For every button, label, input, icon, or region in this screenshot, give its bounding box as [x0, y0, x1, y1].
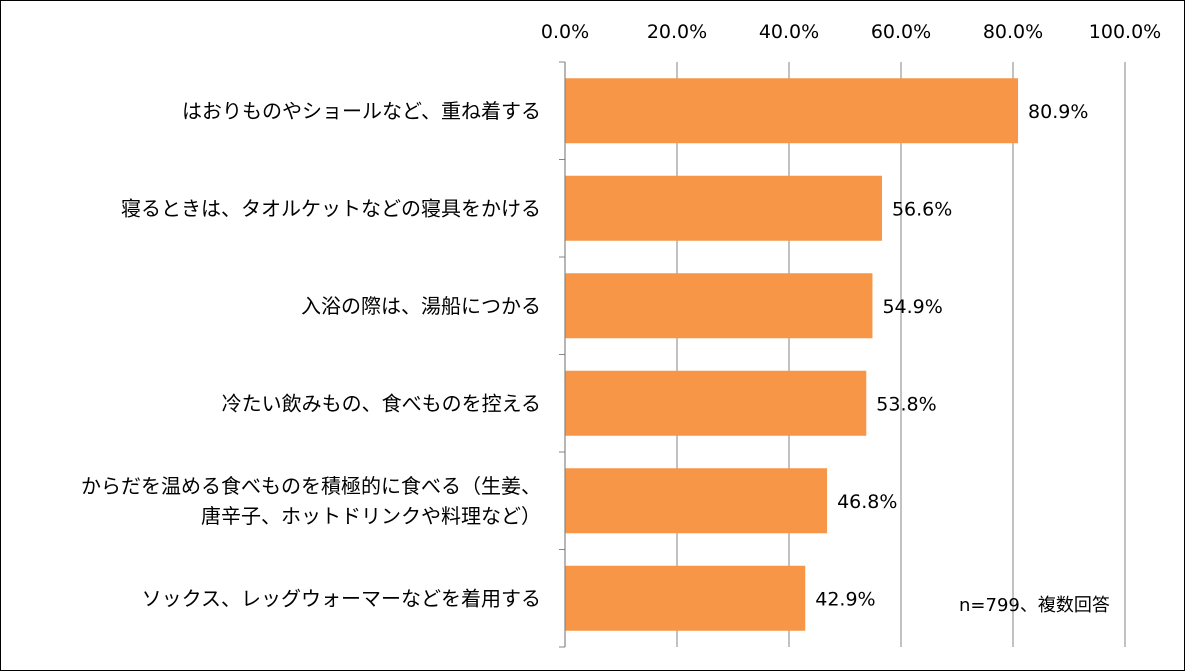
tick-label: 100.0% [1089, 21, 1161, 43]
tick-label: 0.0% [541, 21, 589, 43]
data-labels: 80.9% 56.6% 54.9% 53.8% 46.8% 42.9% [815, 101, 1088, 611]
data-label: 54.9% [882, 296, 942, 318]
tick-label: 20.0% [647, 21, 707, 43]
bar [565, 273, 873, 339]
category-labels: はおりものやショールなど、重ね着する寝るときは、タオルケットなどの寝具をかける入… [81, 99, 541, 611]
grid-lines [676, 62, 1126, 647]
data-label: 56.6% [892, 198, 952, 220]
category-label: 入浴の際は、湯船につかる [301, 294, 541, 318]
category-label: 冷たい飲みもの、食べものを控える [222, 391, 541, 415]
data-label: 80.9% [1028, 101, 1088, 123]
category-label: はおりものやショールなど、重ね着する [182, 99, 541, 123]
bars [565, 78, 1019, 631]
category-label: ソックス、レッグウォーマーなどを着用する [142, 586, 541, 610]
bar [565, 370, 867, 436]
value-axis-ticks: 0.0% 20.0% 40.0% 60.0% 80.0% 100.0% [541, 21, 1161, 43]
sample-size-note: n=799、複数回答 [959, 595, 1110, 616]
data-label: 53.8% [876, 393, 936, 415]
bar [565, 468, 828, 534]
bar [565, 78, 1019, 144]
tick-label: 60.0% [871, 21, 931, 43]
tick-label: 40.0% [759, 21, 819, 43]
bar [565, 175, 882, 241]
data-label: 46.8% [837, 491, 897, 513]
category-label: 唐辛子、ホットドリンクや料理など） [201, 504, 541, 528]
data-label: 42.9% [815, 588, 875, 610]
bar [565, 565, 806, 631]
tick-label: 80.0% [983, 21, 1043, 43]
category-label: 寝るときは、タオルケットなどの寝具をかける [121, 196, 541, 220]
category-axis [559, 61, 566, 648]
category-label: からだを温める食べものを積極的に食べる（生姜、 [81, 474, 541, 498]
